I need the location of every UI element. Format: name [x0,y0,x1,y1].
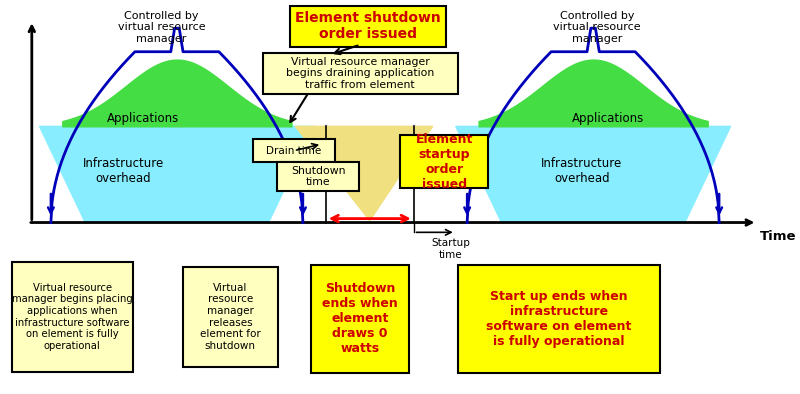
FancyBboxPatch shape [277,162,359,191]
FancyBboxPatch shape [263,53,458,94]
FancyBboxPatch shape [400,135,488,188]
Text: Applications: Applications [106,112,178,125]
Text: Controlled by
virtual resource
manager: Controlled by virtual resource manager [118,11,206,44]
Polygon shape [456,126,730,223]
Text: Shutdown
time: Shutdown time [291,166,346,188]
FancyBboxPatch shape [182,267,278,367]
Text: Virtual resource
manager begins placing
applications when
infrastructure softwar: Virtual resource manager begins placing … [12,283,133,351]
FancyBboxPatch shape [458,265,660,373]
FancyBboxPatch shape [290,6,446,47]
Polygon shape [39,126,314,223]
Text: Startup
time: Startup time [431,238,470,260]
Text: Applications: Applications [572,112,645,125]
Text: Controlled by
virtual resource
manager: Controlled by virtual resource manager [553,11,641,44]
Text: Element shutdown
order issued: Element shutdown order issued [295,11,441,41]
Text: Infrastructure
overhead: Infrastructure overhead [83,158,164,186]
FancyBboxPatch shape [12,262,133,372]
Polygon shape [295,126,433,221]
Text: Element
startup
order
issued: Element startup order issued [415,133,473,191]
Text: Time: Time [760,230,796,243]
Text: Infrastructure
overhead: Infrastructure overhead [541,158,622,186]
Text: Shutdown
ends when
element
draws 0
watts: Shutdown ends when element draws 0 watts [322,282,398,355]
Text: Virtual
resource
manager
releases
element for
shutdown: Virtual resource manager releases elemen… [200,283,261,351]
Text: Drain time: Drain time [266,146,322,156]
FancyBboxPatch shape [253,139,335,162]
Text: Start up ends when
infrastructure
software on element
is fully operational: Start up ends when infrastructure softwa… [486,290,631,348]
FancyBboxPatch shape [311,265,409,373]
Text: Virtual resource manager
begins draining application
traffic from element: Virtual resource manager begins draining… [286,57,434,90]
